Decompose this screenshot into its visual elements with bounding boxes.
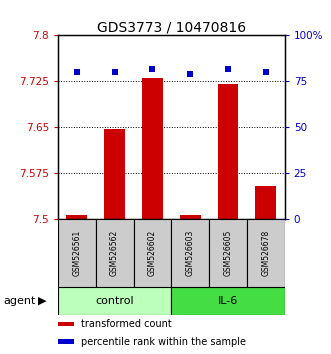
Bar	[58, 287, 171, 315]
Text: ▶: ▶	[38, 296, 47, 306]
Bar	[58, 322, 74, 326]
Bar	[247, 219, 285, 287]
Bar	[96, 219, 133, 287]
Text: GSM526605: GSM526605	[223, 230, 232, 276]
Bar	[142, 78, 163, 219]
Text: GSM526562: GSM526562	[110, 230, 119, 276]
Text: transformed count: transformed count	[81, 319, 171, 329]
Text: agent: agent	[3, 296, 36, 306]
Bar	[171, 219, 209, 287]
Point	[263, 69, 268, 75]
Bar	[67, 215, 87, 219]
Text: GSM526603: GSM526603	[186, 230, 195, 276]
Bar	[209, 219, 247, 287]
Bar	[217, 85, 238, 219]
Point	[225, 66, 231, 72]
Text: GSM526561: GSM526561	[72, 230, 81, 276]
Point	[150, 66, 155, 72]
Bar	[133, 219, 171, 287]
Title: GDS3773 / 10470816: GDS3773 / 10470816	[97, 20, 246, 34]
Text: percentile rank within the sample: percentile rank within the sample	[81, 337, 246, 347]
Bar	[104, 129, 125, 219]
Bar	[256, 186, 276, 219]
Text: control: control	[95, 296, 134, 306]
Point	[188, 71, 193, 77]
Text: IL-6: IL-6	[218, 296, 238, 306]
Bar	[171, 287, 285, 315]
Point	[74, 69, 79, 75]
Bar	[180, 215, 201, 219]
Bar	[58, 339, 74, 344]
Text: GSM526678: GSM526678	[261, 230, 270, 276]
Bar	[58, 219, 96, 287]
Text: GSM526602: GSM526602	[148, 230, 157, 276]
Point	[112, 69, 117, 75]
